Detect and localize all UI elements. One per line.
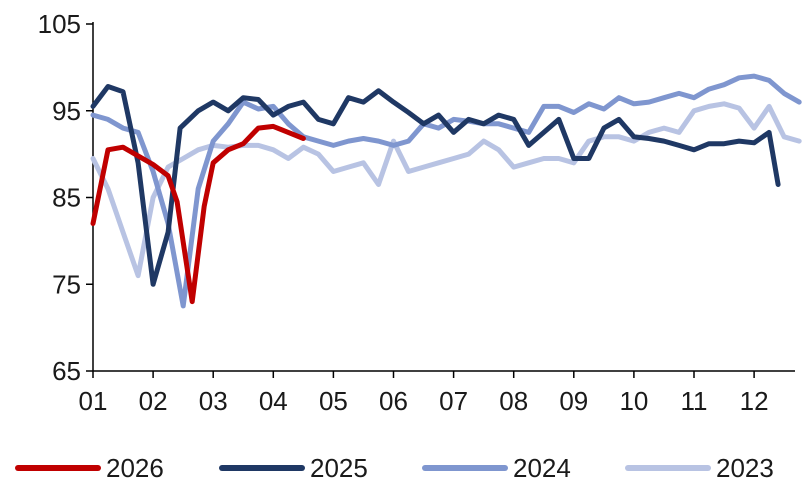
x-tick-label: 02 [139, 386, 168, 416]
x-tick-labels: 01 02 03 04 05 06 07 08 09 10 11 12 [79, 386, 769, 416]
x-tick-label: 03 [199, 386, 228, 416]
legend-label-2023: 2023 [716, 453, 774, 483]
x-tick-label: 07 [439, 386, 468, 416]
legend-label-2026: 2026 [106, 453, 164, 483]
legend: 2026 2025 2024 2023 [15, 453, 774, 483]
legend-label-2024: 2024 [513, 453, 571, 483]
x-tick-label: 09 [559, 386, 588, 416]
x-tick-label: 06 [379, 386, 408, 416]
series-lines [90, 73, 802, 309]
x-tick-label: 12 [740, 386, 769, 416]
y-tick-label: 95 [52, 96, 81, 126]
x-tick-label: 08 [499, 386, 528, 416]
y-tick-label: 65 [52, 356, 81, 386]
y-tick-label: 75 [52, 269, 81, 299]
x-tick-label: 11 [681, 386, 708, 416]
x-tick-label: 05 [319, 386, 348, 416]
y-tick-label: 105 [38, 9, 81, 39]
legend-label-2025: 2025 [310, 453, 368, 483]
y-tick-labels: 105 95 85 75 65 [38, 9, 81, 386]
x-tick-label: 10 [619, 386, 648, 416]
x-tick-label: 01 [79, 386, 108, 416]
x-tick-label: 04 [259, 386, 288, 416]
series-line-2025 [90, 84, 781, 287]
axes [86, 22, 795, 378]
series-line-2026 [90, 123, 306, 305]
y-tick-label: 85 [52, 183, 81, 213]
